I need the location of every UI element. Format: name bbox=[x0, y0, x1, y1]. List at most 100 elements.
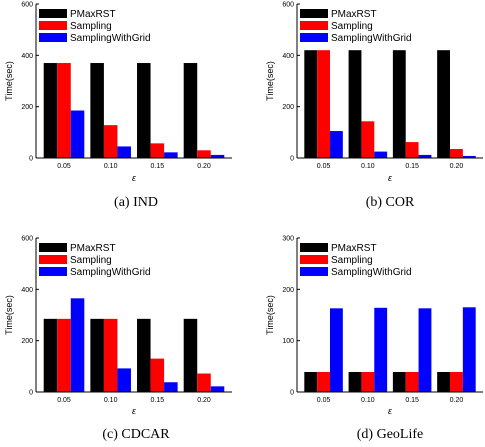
bar-pmaxrst-0.15 bbox=[392, 371, 406, 392]
legend-label-samplingwithgrid: SamplingWithGrid bbox=[70, 267, 151, 278]
bar-sampling-0.05 bbox=[317, 50, 330, 159]
y-tick-label: 600 bbox=[21, 2, 33, 9]
y-axis-title: Time(sec) bbox=[265, 295, 275, 335]
x-tick-label: 0.15 bbox=[405, 397, 419, 404]
bar-samplingwithgrid-0.15 bbox=[164, 152, 178, 158]
bar-samplingwithgrid-0.15 bbox=[418, 308, 432, 392]
bar-samplingwithgrid-0.20 bbox=[210, 386, 225, 392]
x-tick-label: 0.15 bbox=[405, 163, 419, 170]
legend-swatch-pmaxrst bbox=[39, 9, 67, 18]
bar-pmaxrst-0.10 bbox=[90, 63, 104, 158]
bar-pmaxrst-0.05 bbox=[43, 63, 58, 158]
bar-samplingwithgrid-0.10 bbox=[117, 146, 131, 158]
bar-sampling-0.15 bbox=[150, 358, 165, 392]
bar-sampling-0.10 bbox=[103, 125, 118, 158]
x-tick-label: 0.20 bbox=[197, 397, 211, 404]
bar-sampling-0.15 bbox=[405, 142, 419, 158]
bar-pmaxrst-0.10 bbox=[90, 318, 104, 392]
x-tick-label: 0.15 bbox=[151, 397, 165, 404]
legend-label-sampling: Sampling bbox=[331, 255, 373, 266]
bar-samplingwithgrid-0.20 bbox=[462, 155, 476, 158]
x-tick-label: 0.20 bbox=[197, 163, 211, 170]
legend-label-pmaxrst: PMaxRST bbox=[331, 243, 377, 254]
x-tick-label: 0.10 bbox=[104, 397, 118, 404]
chart-panel-2: 0.05 0.10 0.15 0.20 0 200 400 600 Time(sec) ε PMax… bbox=[265, 2, 483, 210]
panel-caption: (b) COR bbox=[366, 195, 415, 210]
bar-samplingwithgrid-0.05 bbox=[329, 308, 343, 392]
y-axis-title: Time(sec) bbox=[4, 295, 14, 335]
bar-samplingwithgrid-0.15 bbox=[418, 154, 432, 158]
bar-sampling-0.20 bbox=[197, 373, 211, 392]
legend-swatch-pmaxrst bbox=[300, 243, 328, 252]
bar-pmaxrst-0.20 bbox=[183, 318, 198, 392]
y-tick-label: 400 bbox=[21, 53, 33, 60]
y-tick-label: 400 bbox=[282, 53, 294, 60]
legend-label-samplingwithgrid: SamplingWithGrid bbox=[70, 33, 151, 44]
bar-samplingwithgrid-0.15 bbox=[164, 382, 178, 392]
x-tick-label: 0.10 bbox=[104, 163, 118, 170]
bar-pmaxrst-0.20 bbox=[183, 63, 198, 158]
x-tick-label: 0.05 bbox=[57, 163, 71, 170]
bar-samplingwithgrid-0.10 bbox=[374, 151, 388, 158]
legend-label-sampling: Sampling bbox=[331, 21, 373, 32]
bar-pmaxrst-0.15 bbox=[392, 50, 406, 159]
x-tick-label: 0.15 bbox=[151, 163, 165, 170]
chart-panel-4: 0.05 0.10 0.15 0.20 0 100 200 300 Time(sec) ε PMax… bbox=[265, 236, 483, 442]
bar-pmaxrst-0.05 bbox=[43, 318, 58, 392]
legend-label-pmaxrst: PMaxRST bbox=[70, 9, 116, 20]
bar-samplingwithgrid-0.05 bbox=[70, 110, 85, 158]
bar-samplingwithgrid-0.20 bbox=[210, 154, 225, 158]
legend-swatch-pmaxrst bbox=[300, 9, 328, 18]
x-tick-label: 0.10 bbox=[361, 397, 375, 404]
x-axis-title: ε bbox=[388, 406, 393, 416]
y-axis-title: Time(sec) bbox=[4, 61, 14, 101]
bar-sampling-0.15 bbox=[405, 371, 419, 392]
legend-label-pmaxrst: PMaxRST bbox=[70, 243, 116, 254]
legend-swatch-sampling bbox=[300, 255, 328, 264]
bar-sampling-0.10 bbox=[361, 371, 375, 392]
y-tick-label: 400 bbox=[21, 287, 33, 294]
legend-swatch-sampling bbox=[39, 21, 67, 30]
y-tick-label: 300 bbox=[282, 236, 294, 243]
x-tick-label: 0.05 bbox=[317, 163, 331, 170]
bar-pmaxrst-0.05 bbox=[304, 50, 318, 159]
bar-sampling-0.05 bbox=[57, 63, 71, 158]
y-tick-label: 100 bbox=[282, 338, 294, 345]
x-tick-label: 0.05 bbox=[317, 397, 331, 404]
panel-caption: (a) IND bbox=[114, 195, 158, 210]
bar-sampling-0.15 bbox=[150, 143, 165, 158]
y-tick-label: 0 bbox=[290, 390, 294, 397]
legend-label-pmaxrst: PMaxRST bbox=[331, 9, 377, 20]
y-tick-label: 200 bbox=[21, 104, 33, 111]
y-tick-label: 0 bbox=[29, 156, 33, 163]
bar-pmaxrst-0.20 bbox=[437, 50, 450, 159]
legend-label-samplingwithgrid: SamplingWithGrid bbox=[331, 33, 412, 44]
bar-samplingwithgrid-0.05 bbox=[329, 131, 343, 158]
bar-sampling-0.05 bbox=[57, 318, 71, 392]
legend-swatch-samplingwithgrid bbox=[300, 33, 328, 42]
y-axis-title: Time(sec) bbox=[265, 61, 275, 101]
panel-caption: (c) CDCAR bbox=[102, 427, 170, 442]
y-tick-label: 0 bbox=[29, 390, 33, 397]
legend-label-samplingwithgrid: SamplingWithGrid bbox=[331, 267, 412, 278]
bar-sampling-0.20 bbox=[450, 149, 463, 158]
bar-pmaxrst-0.15 bbox=[137, 63, 151, 158]
bar-sampling-0.10 bbox=[361, 121, 375, 158]
legend-label-sampling: Sampling bbox=[70, 255, 112, 266]
x-tick-label: 0.20 bbox=[450, 163, 464, 170]
bar-samplingwithgrid-0.20 bbox=[462, 307, 476, 392]
legend-swatch-sampling bbox=[39, 255, 67, 264]
bar-sampling-0.05 bbox=[317, 371, 330, 392]
y-tick-label: 200 bbox=[282, 287, 294, 294]
bar-pmaxrst-0.20 bbox=[437, 371, 450, 392]
x-axis-title: ε bbox=[132, 406, 137, 416]
y-tick-label: 600 bbox=[21, 236, 33, 243]
x-axis-title: ε bbox=[132, 173, 137, 183]
bar-samplingwithgrid-0.10 bbox=[117, 368, 131, 392]
bar-pmaxrst-0.10 bbox=[348, 371, 362, 392]
bar-pmaxrst-0.15 bbox=[137, 318, 151, 392]
bar-samplingwithgrid-0.05 bbox=[70, 298, 85, 392]
bar-pmaxrst-0.10 bbox=[348, 50, 362, 159]
x-tick-label: 0.10 bbox=[361, 163, 375, 170]
